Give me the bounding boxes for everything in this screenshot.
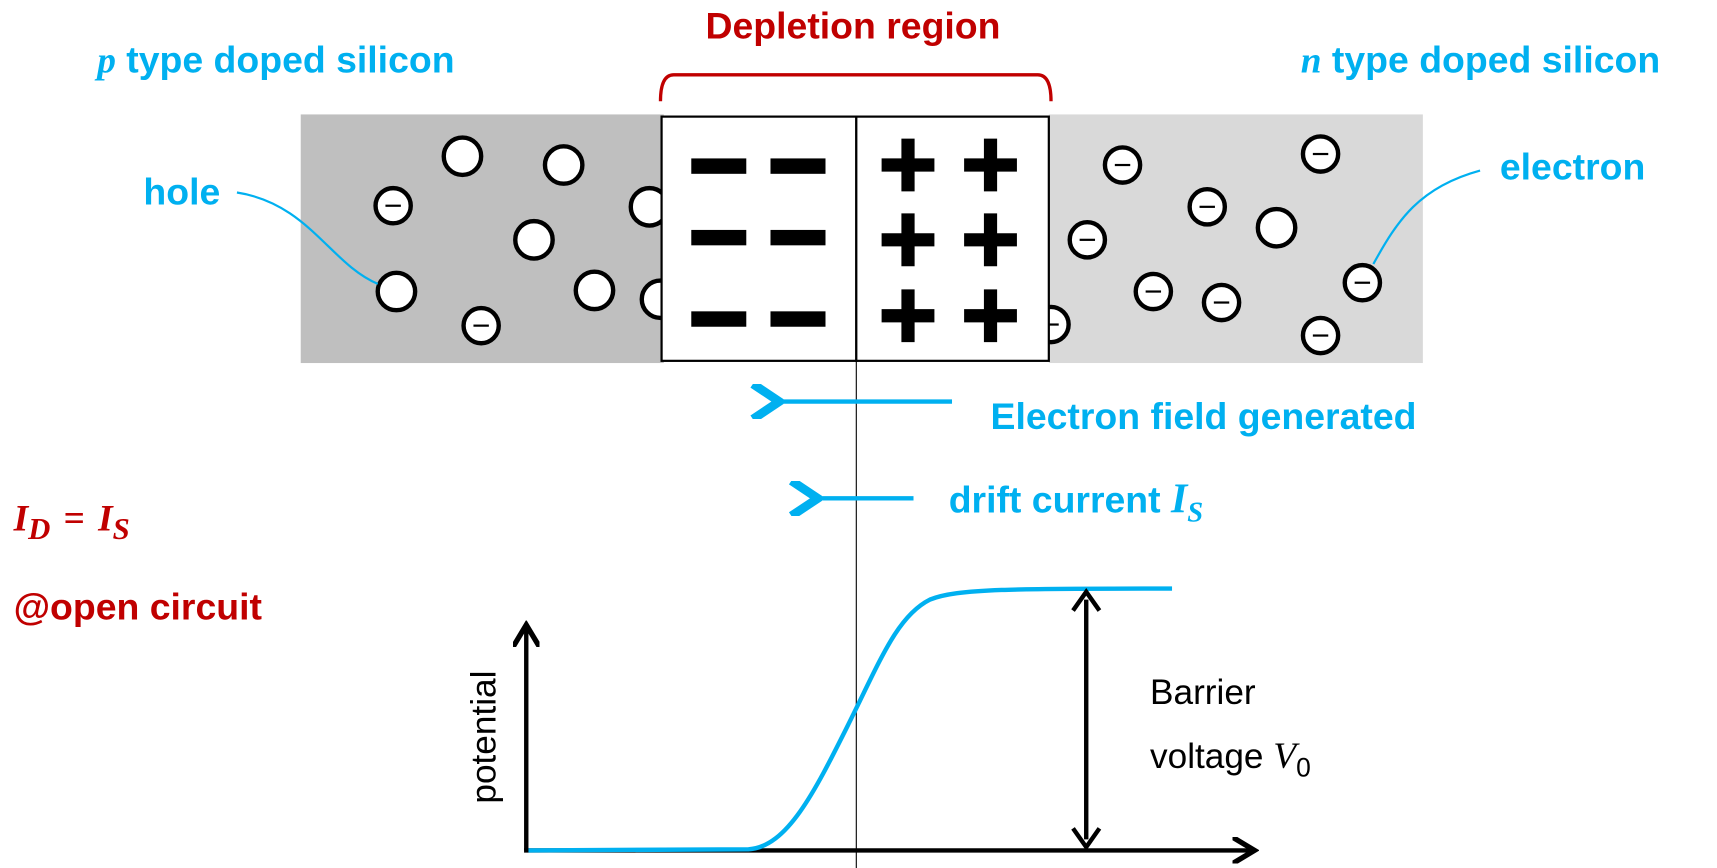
hole [1258,209,1295,246]
p-title: p type doped silicon [94,39,454,82]
barrier-line1: Barrier [1150,673,1256,712]
negative-charge [691,158,746,173]
hole [515,221,552,258]
y-axis-label: potential [464,671,503,804]
negative-charge [770,230,825,245]
n-title: n type doped silicon [1301,39,1660,82]
depletion-negative [662,117,857,361]
hole-label: hole [143,171,220,213]
diagram: Depletion region p type doped silicon n … [0,0,1717,868]
page: {"depletion_region": "Depletion region",… [0,0,1717,868]
equation: ID=IS [13,498,130,546]
electron-label: electron [1500,145,1645,187]
field-label: Electron field generated [991,395,1417,437]
hole [576,272,613,309]
negative-charge [770,311,825,326]
bracket [660,75,1051,101]
depletion-title: Depletion region [706,5,1001,47]
negative-charge [691,230,746,245]
hole [545,146,582,183]
potential-curve [528,589,1172,851]
drift-label: drift current IS [949,477,1203,529]
negative-charge [691,311,746,326]
negative-charge [770,158,825,173]
hole [378,273,415,310]
condition: @open circuit [14,585,262,627]
hole [444,138,481,175]
barrier-line2: voltage V0 [1150,736,1311,783]
